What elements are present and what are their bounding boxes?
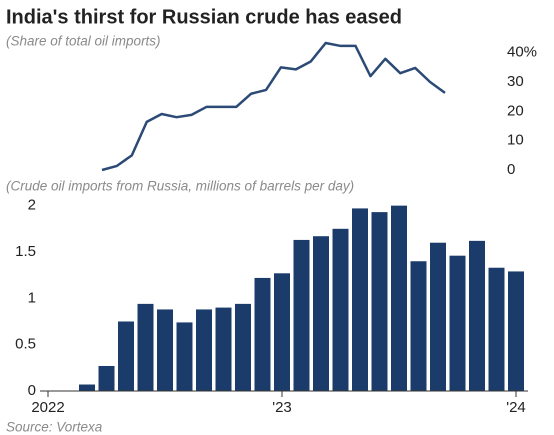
subtitle: (Share of total oil imports) (6, 34, 161, 49)
bar (352, 208, 368, 391)
x-tick-label: '24 (506, 399, 526, 416)
bar (79, 384, 95, 391)
bar (332, 228, 349, 391)
bar (98, 365, 115, 391)
bar (391, 205, 407, 391)
bar (371, 212, 388, 391)
bar (274, 273, 290, 391)
bar (176, 322, 193, 391)
y-tick-label: 0 (507, 161, 515, 178)
bar (488, 267, 505, 391)
bar (313, 236, 329, 391)
y-tick-label: 2 (28, 197, 36, 214)
bar (430, 242, 446, 391)
bar (235, 303, 251, 391)
bar (449, 255, 466, 391)
chart-title: India's thirst for Russian crude has eas… (6, 6, 402, 28)
bar (469, 240, 485, 391)
y-tick-label: 0.5 (15, 336, 36, 353)
y-tick-label: 0 (28, 382, 36, 399)
source: Source: Vortexa (6, 420, 103, 435)
bar (254, 277, 271, 391)
bar (215, 307, 232, 391)
y-tick-label: 30 (507, 73, 524, 90)
x-tick-label: 2022 (31, 399, 64, 416)
x-tick-label: '23 (272, 399, 292, 416)
bar (508, 271, 524, 391)
y-tick-label: 20 (507, 102, 524, 119)
bar (137, 303, 154, 391)
line (101, 41, 446, 172)
bar (196, 309, 212, 391)
bar (293, 239, 310, 391)
subtitle: (Crude oil imports from Russia, millions… (6, 179, 354, 194)
y-tick-label: 1 (28, 289, 36, 306)
y-tick-label: 10 (507, 132, 524, 149)
y-tick-label: 1.5 (15, 243, 36, 260)
bar (118, 321, 134, 391)
bar (157, 309, 173, 391)
y-tick-label: 40% (507, 44, 537, 61)
bar (410, 261, 427, 391)
